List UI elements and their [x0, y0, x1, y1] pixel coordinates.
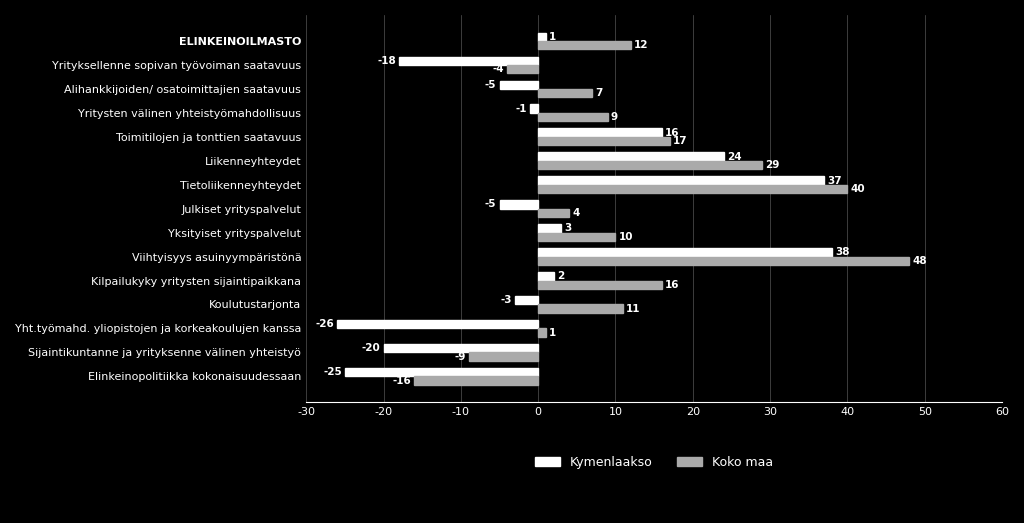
- Bar: [539, 248, 831, 257]
- Text: -5: -5: [485, 79, 497, 90]
- Bar: [384, 344, 539, 353]
- Text: -3: -3: [501, 295, 512, 305]
- Text: 17: 17: [673, 136, 687, 146]
- Text: 1: 1: [549, 327, 556, 338]
- Text: 4: 4: [572, 208, 580, 218]
- Text: 12: 12: [634, 40, 648, 50]
- Bar: [415, 377, 539, 385]
- Bar: [337, 320, 539, 328]
- Bar: [530, 105, 539, 113]
- Bar: [539, 137, 670, 145]
- Bar: [500, 81, 539, 89]
- Text: 38: 38: [835, 247, 850, 257]
- Text: -1: -1: [516, 104, 527, 113]
- Text: -18: -18: [377, 56, 396, 66]
- Bar: [539, 328, 546, 337]
- Text: -20: -20: [361, 343, 381, 353]
- Text: -9: -9: [454, 351, 466, 361]
- Text: 11: 11: [627, 304, 641, 314]
- Text: 24: 24: [727, 152, 741, 162]
- Bar: [539, 304, 624, 313]
- Text: 3: 3: [564, 223, 571, 233]
- Bar: [539, 209, 569, 217]
- Text: 48: 48: [912, 256, 927, 266]
- Text: 37: 37: [827, 176, 842, 186]
- Bar: [539, 152, 724, 161]
- Bar: [507, 65, 539, 73]
- Text: 16: 16: [665, 280, 680, 290]
- Text: -26: -26: [315, 319, 334, 329]
- Bar: [500, 200, 539, 209]
- Legend: Kymenlaakso, Koko maa: Kymenlaakso, Koko maa: [529, 450, 778, 473]
- Text: 40: 40: [851, 184, 865, 194]
- Text: 29: 29: [766, 160, 780, 170]
- Bar: [539, 257, 909, 265]
- Bar: [469, 353, 539, 361]
- Bar: [539, 32, 546, 41]
- Text: -16: -16: [392, 376, 412, 385]
- Bar: [539, 89, 592, 97]
- Bar: [539, 280, 662, 289]
- Bar: [399, 56, 539, 65]
- Bar: [515, 296, 539, 304]
- Bar: [539, 185, 848, 193]
- Bar: [539, 113, 607, 121]
- Text: 1: 1: [549, 32, 556, 42]
- Bar: [539, 41, 631, 49]
- Bar: [539, 272, 554, 280]
- Bar: [539, 161, 762, 169]
- Text: 7: 7: [595, 88, 603, 98]
- Bar: [539, 129, 662, 137]
- Text: 2: 2: [557, 271, 564, 281]
- Bar: [539, 233, 615, 241]
- Text: -25: -25: [323, 367, 342, 377]
- Bar: [345, 368, 539, 377]
- Text: -5: -5: [485, 199, 497, 210]
- Bar: [539, 224, 561, 233]
- Bar: [539, 176, 824, 185]
- Text: 16: 16: [665, 128, 680, 138]
- Text: 10: 10: [618, 232, 633, 242]
- Text: 9: 9: [611, 112, 617, 122]
- Text: -4: -4: [493, 64, 504, 74]
